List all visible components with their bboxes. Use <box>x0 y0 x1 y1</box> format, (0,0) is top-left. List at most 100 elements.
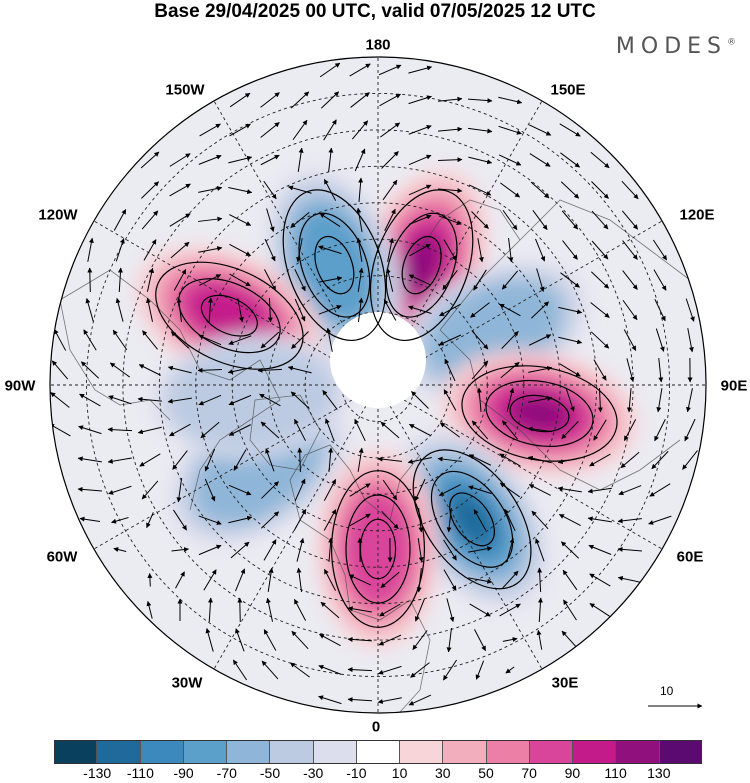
lon-label-120w: 120W <box>38 206 78 224</box>
wind-arrow <box>318 276 343 283</box>
wind-arrow <box>414 478 426 502</box>
wind-arrow <box>559 363 581 377</box>
wind-arrow <box>408 423 431 437</box>
wind-arrow <box>79 393 101 407</box>
wind-arrow <box>349 63 371 77</box>
wind-arrow <box>169 153 191 167</box>
lon-label-90w: 90W <box>4 377 36 395</box>
wind-arrow <box>649 483 671 497</box>
polar-gap <box>330 312 426 408</box>
wind-arrow <box>347 667 373 673</box>
wind-arrow <box>477 238 484 263</box>
streamlines <box>155 189 618 628</box>
wind-arrow <box>471 211 489 229</box>
wind-arrow <box>229 92 251 108</box>
wind-arrow <box>237 298 244 323</box>
wind-arrow <box>139 453 161 467</box>
wind-arrow <box>287 185 312 194</box>
wind-arrow <box>438 126 463 132</box>
wind-arrow <box>560 152 581 168</box>
wind-arrow <box>535 538 545 562</box>
wind-arrow <box>502 637 518 642</box>
wind-arrow <box>590 151 610 169</box>
wind-arrow <box>622 270 638 290</box>
wind-arrow <box>146 267 155 292</box>
wind-arrow <box>437 188 463 194</box>
wind-arrow <box>499 482 521 498</box>
wind-arrow <box>229 123 251 137</box>
wind-arrow <box>471 330 489 350</box>
wind-arrow <box>414 598 425 622</box>
streamline <box>155 261 304 370</box>
wind-arrow <box>622 299 638 321</box>
wind-arrow <box>323 478 337 501</box>
wind-arrow <box>620 451 640 469</box>
wind-arrow <box>146 512 154 529</box>
wind-arrow <box>266 208 275 232</box>
wind-arrow <box>381 151 399 169</box>
wind-arrow <box>383 299 397 321</box>
wind-arrow <box>108 395 132 405</box>
wind-arrow <box>351 120 369 140</box>
colorbar-swatch <box>183 740 228 764</box>
wind-arrow <box>170 331 190 349</box>
colorbar-swatch <box>659 740 702 764</box>
wind-arrow <box>685 298 695 322</box>
wind-arrow <box>77 456 102 463</box>
streamline <box>298 212 371 318</box>
lon-label-60e: 60E <box>676 548 704 566</box>
wind-arrow <box>411 391 429 409</box>
colorbar-tick-label: -10 <box>346 765 367 781</box>
colorbar-swatch <box>443 740 487 764</box>
wind-arrow <box>501 420 519 440</box>
wind-arrow <box>617 518 642 524</box>
wind-arrow <box>320 91 340 109</box>
wind-arrow <box>382 479 398 501</box>
wind-arrow <box>380 122 401 138</box>
wind-arrow <box>173 509 187 531</box>
wind-arrow <box>530 301 550 319</box>
wind-arrow <box>378 665 402 675</box>
wind-arrow <box>618 485 642 496</box>
wind-arrow <box>171 547 190 553</box>
wind-arrow <box>558 306 583 315</box>
wind-arrow <box>113 547 127 552</box>
wind-arrow <box>208 297 214 323</box>
wind-arrow <box>115 297 124 322</box>
wind-arrow <box>500 361 520 379</box>
wind-arrow <box>143 239 157 261</box>
wind-arrow <box>291 331 309 349</box>
wind-arrow <box>559 123 581 137</box>
wind-arrow <box>498 125 522 135</box>
wind-arrow <box>260 154 280 166</box>
anomaly-contour <box>295 209 373 321</box>
wind-arrow <box>354 148 366 172</box>
streamline <box>177 278 281 354</box>
wind-arrow <box>443 389 457 411</box>
wind-arrow <box>111 517 129 524</box>
wind-arrow <box>169 423 191 437</box>
meridian-line <box>377 384 543 670</box>
wind-arrow <box>357 447 364 472</box>
wind-arrow <box>294 418 306 441</box>
lon-label-90e: 90E <box>720 377 748 395</box>
wind-arrow <box>377 697 402 704</box>
wind-arrow <box>141 210 159 230</box>
wind-arrow <box>469 603 491 617</box>
colorbar-tick-label: -50 <box>259 765 281 781</box>
wind-arrow <box>167 397 192 404</box>
wind-arrow <box>228 394 252 406</box>
wind-arrow <box>557 456 582 465</box>
wind-arrow <box>416 568 422 593</box>
wind-arrow <box>444 358 456 382</box>
colorbar-swatch <box>54 740 98 764</box>
streamline <box>449 492 495 547</box>
wind-arrow <box>264 269 276 292</box>
wind-arrow <box>560 181 580 199</box>
wind-arrow <box>205 627 214 652</box>
wind-arrow <box>267 567 274 592</box>
lon-label-30e: 30E <box>551 674 579 692</box>
wind-arrow <box>528 484 551 496</box>
wind-arrow <box>228 515 253 524</box>
